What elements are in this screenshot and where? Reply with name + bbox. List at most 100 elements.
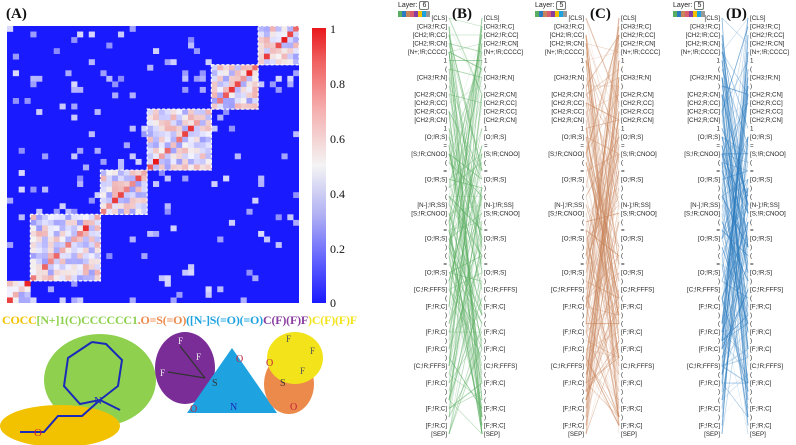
token-right[interactable]: [N+;!R;CCCC] [484,49,523,56]
token-right[interactable]: [O;!R;S] [750,134,772,141]
token-left[interactable]: ) [582,312,584,319]
token-right[interactable]: ) [621,278,623,285]
token-right[interactable]: [F;!R;C] [621,329,643,336]
token-left[interactable]: ) [445,414,447,421]
token-left[interactable]: ( [718,397,721,404]
token-right[interactable]: [CH2;R;CC] [750,108,783,115]
token-right[interactable]: ) [621,414,623,421]
token-left[interactable]: = [716,261,720,268]
token-right[interactable]: [F;!R;C] [750,346,772,353]
token-right[interactable]: [O;!R;S] [750,270,772,277]
token-right[interactable]: ( [484,321,487,328]
token-left[interactable]: [F;!R;C] [563,423,585,430]
token-left[interactable]: ( [718,219,721,226]
token-right[interactable]: [S;!R;CNOO] [621,210,657,217]
token-left[interactable]: ) [445,244,447,251]
token-right[interactable]: ) [484,355,486,362]
token-left[interactable]: ) [718,355,720,362]
token-right[interactable]: [F;!R;C] [621,346,643,353]
token-right[interactable]: [CH2;!R;CN] [484,40,519,47]
token-left[interactable]: ( [582,372,585,379]
token-left[interactable]: [CH2;R;CC] [414,108,447,115]
head-swatches[interactable] [535,11,567,17]
token-right[interactable]: [O;!R;S] [750,176,772,183]
layer-dropdown[interactable]: 5 [556,1,567,10]
token-right[interactable]: ( [484,66,487,73]
token-right[interactable]: [F;!R;C] [750,304,772,311]
token-left[interactable]: ) [718,244,720,251]
token-right[interactable]: [SEP] [484,431,500,438]
token-right[interactable]: [CH2;R;CN] [484,117,517,124]
token-right[interactable]: [SEP] [750,431,766,438]
token-left[interactable]: ( [718,253,721,260]
token-left[interactable]: [CH2;R;CC] [687,100,720,107]
token-left[interactable]: ( [582,397,585,404]
token-right[interactable]: 1 [484,57,488,64]
token-left[interactable]: ) [718,83,720,90]
token-right[interactable]: [CLS] [750,15,766,22]
token-left[interactable]: ) [582,244,584,251]
token-left[interactable]: ) [718,338,720,345]
token-left[interactable]: [CH2;R;CN] [687,91,720,98]
token-right[interactable]: [CH2;R;CC] [484,100,517,107]
token-left[interactable]: [S;!R;CNOO] [411,210,447,217]
token-right[interactable]: [F;!R;C] [750,380,772,387]
token-left[interactable]: [S;!R;CNOO] [684,151,720,158]
token-left[interactable]: [F;!R;C] [426,406,448,413]
token-right[interactable]: [C;!R;FFFS] [621,287,654,294]
token-right[interactable]: ) [621,83,623,90]
token-right[interactable]: = [621,142,625,149]
token-right[interactable]: [F;!R;C] [484,304,506,311]
token-left[interactable]: ) [582,278,584,285]
token-left[interactable]: [F;!R;C] [426,423,448,430]
token-left[interactable]: ( [582,219,585,226]
token-right[interactable]: [F;!R;C] [484,329,506,336]
token-right[interactable]: [CH2;R;CN] [750,117,783,124]
token-right[interactable]: [F;!R;C] [621,380,643,387]
token-right[interactable]: ( [484,193,487,200]
token-left[interactable]: [F;!R;C] [699,406,721,413]
token-left[interactable]: ) [582,83,584,90]
token-right[interactable]: [F;!R;C] [750,406,772,413]
token-left[interactable]: [N-];!R;SS] [417,202,447,209]
token-left[interactable]: [CH2;R;CC] [414,100,447,107]
token-left[interactable]: [O;!R;S] [425,134,447,141]
token-left[interactable]: [CLS] [569,15,585,22]
token-left[interactable]: ) [718,312,720,319]
token-right[interactable]: [O;!R;S] [750,236,772,243]
token-left[interactable]: [C;!R;FFFS] [687,363,720,370]
token-right[interactable]: ) [621,355,623,362]
token-right[interactable]: [S;!R;CNOO] [750,210,786,217]
token-right[interactable]: = [621,261,625,268]
token-right[interactable]: ) [484,244,486,251]
token-right[interactable]: ) [750,312,752,319]
token-left[interactable]: ( [582,321,585,328]
token-left[interactable]: [C;!R;FFFS] [414,287,447,294]
token-left[interactable]: [CH2;!R;CC] [686,32,721,39]
token-right[interactable]: ) [750,278,752,285]
token-right[interactable]: 1 [484,125,488,132]
token-left[interactable]: [SEP] [568,431,584,438]
token-left[interactable]: [N+;!R;CCCC] [408,49,447,56]
token-right[interactable]: [C;!R;FFFS] [484,287,517,294]
token-left[interactable]: [F;!R;C] [563,304,585,311]
token-right[interactable]: ( [750,321,753,328]
token-right[interactable]: ( [621,159,624,166]
token-right[interactable]: [O;!R;S] [484,270,506,277]
token-right[interactable]: 1 [621,57,625,64]
token-right[interactable]: ( [484,397,487,404]
token-left[interactable]: [CH3;!R;N] [417,74,447,81]
token-left[interactable]: [O;!R;S] [425,236,447,243]
token-right[interactable]: [O;!R;S] [621,270,643,277]
token-left[interactable]: [S;!R;CNOO] [411,151,447,158]
token-right[interactable]: [S;!R;CNOO] [484,210,520,217]
layer-dropdown[interactable]: 6 [419,1,430,10]
token-left[interactable]: [C;!R;FFFS] [551,287,584,294]
token-right[interactable]: [CH2;R;CC] [750,100,783,107]
token-right[interactable]: [CH2;R;CC] [484,108,517,115]
token-left[interactable]: ( [718,159,721,166]
token-left[interactable]: [O;!R;S] [698,270,720,277]
token-right[interactable]: [CH2;R;CN] [621,117,654,124]
token-left[interactable]: [CH2;!R;CN] [550,40,585,47]
token-left[interactable]: [S;!R;CNOO] [548,210,584,217]
